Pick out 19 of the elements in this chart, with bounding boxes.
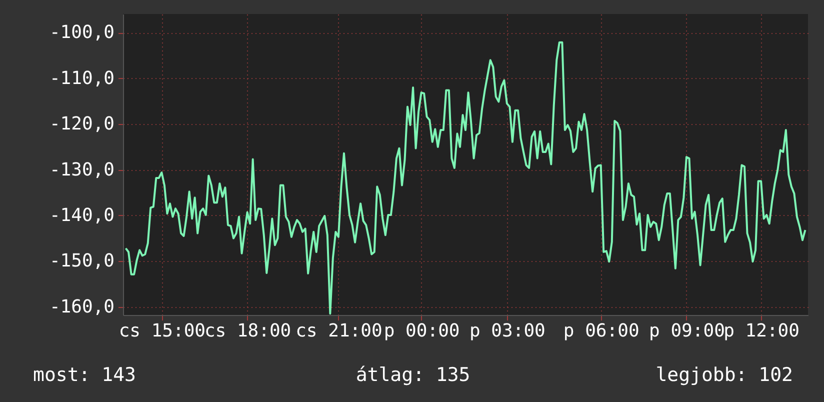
x-tick-label: p 06:00 xyxy=(563,320,640,342)
y-tick-label: -120,0 xyxy=(49,114,114,135)
x-tick-label: p 00:00 xyxy=(384,320,460,342)
x-tick-label: p 09:00 xyxy=(649,320,725,342)
y-tick-label: -150,0 xyxy=(49,250,114,272)
x-tick-label: cs 15:00 xyxy=(118,320,206,342)
x-tick-label: cs 21:00 xyxy=(296,320,382,342)
line-series xyxy=(124,41,806,315)
text: legjobb: 102 xyxy=(656,364,793,386)
y-tick-label: -110,0 xyxy=(49,68,114,89)
y-tick-label: -140,0 xyxy=(49,204,114,226)
text: átlag: 135 xyxy=(356,364,470,386)
y-tick-label: -130,0 xyxy=(49,159,114,180)
x-tick-label: cs 18:00 xyxy=(204,320,292,342)
text: most: 143 xyxy=(33,364,136,386)
x-tick-label: p 12:00 xyxy=(724,320,800,342)
x-tick-label: p 03:00 xyxy=(470,320,546,342)
y-tick-label: -160,0 xyxy=(49,296,114,318)
y-tick-label: -100,0 xyxy=(49,22,114,44)
